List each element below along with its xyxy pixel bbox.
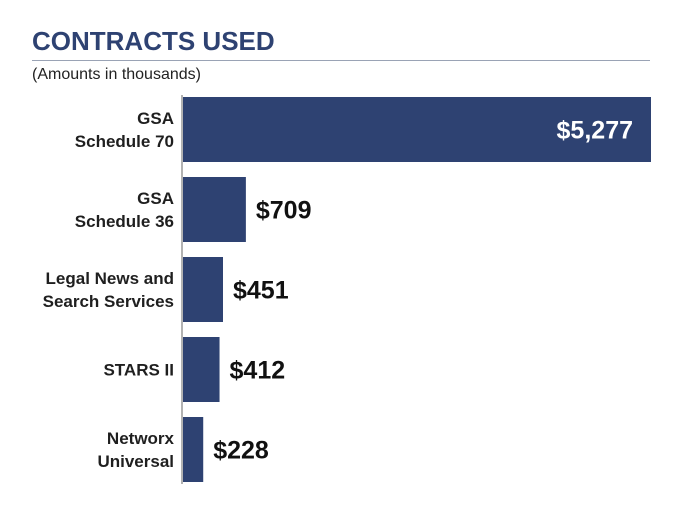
- category-label: Networx Universal: [97, 429, 174, 471]
- data-label: $5,277: [557, 117, 633, 145]
- data-label: $412: [230, 357, 286, 385]
- bar: [183, 97, 651, 162]
- category-label: GSA Schedule 36: [75, 189, 174, 231]
- chart-title: CONTRACTS USED: [32, 26, 275, 56]
- data-label: $709: [256, 197, 312, 225]
- chart-subtitle: (Amounts in thousands): [32, 66, 201, 83]
- bar: [183, 177, 246, 242]
- data-label: $451: [233, 277, 289, 305]
- bar: [183, 417, 204, 482]
- title-divider: [32, 60, 650, 61]
- bar: [183, 337, 220, 402]
- category-label: Legal News and Search Services: [43, 269, 174, 311]
- bar: [183, 257, 223, 322]
- category-label: GSA Schedule 70: [75, 109, 174, 151]
- data-label: $228: [213, 437, 269, 465]
- category-label: STARS II: [103, 361, 174, 380]
